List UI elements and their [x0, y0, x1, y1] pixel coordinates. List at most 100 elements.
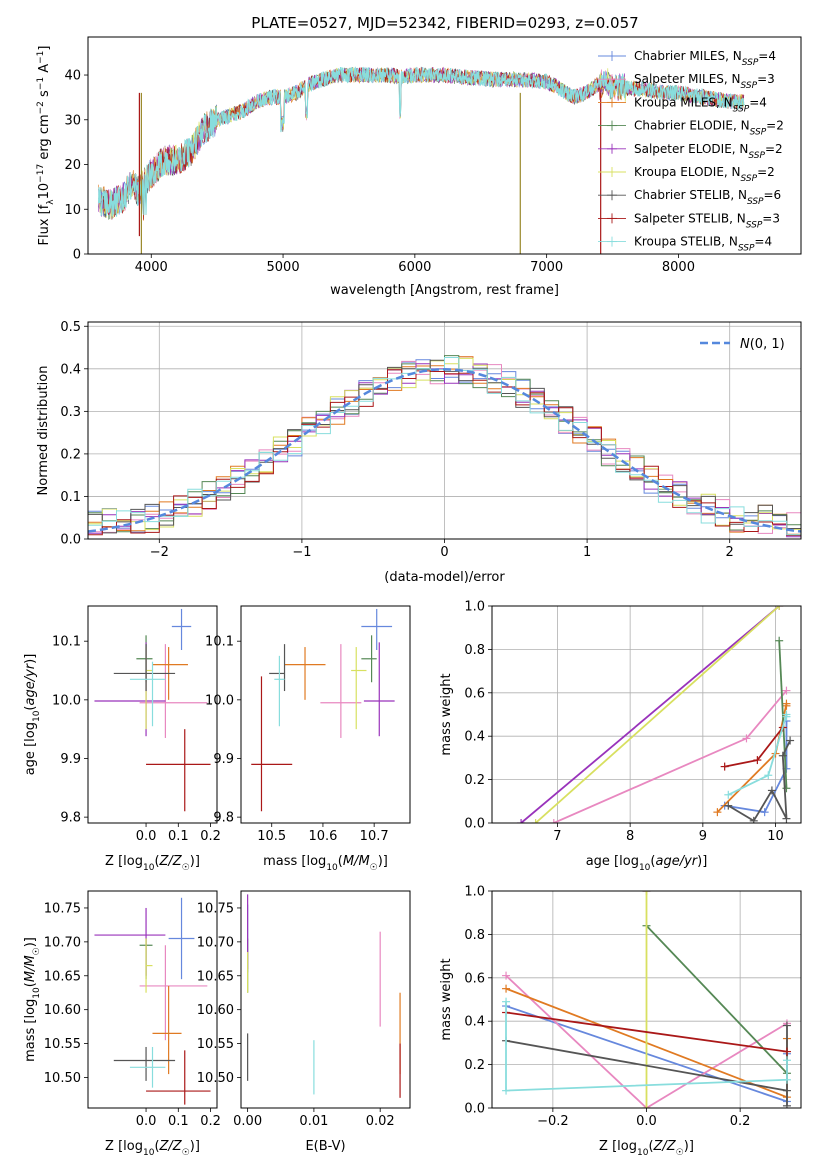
y-tick-label: 40: [64, 69, 81, 84]
legend-label: Salpeter STELIB, NSSP=3: [634, 211, 780, 230]
legend-label: Chabrier MILES, NSSP=4: [634, 49, 776, 68]
y-tick-label: 9.9: [213, 752, 234, 767]
x-tick-label: 0.1: [168, 1114, 189, 1129]
legend-label: Salpeter MILES, NSSP=3: [634, 72, 775, 91]
x-axis-label: (data-model)/error: [384, 570, 505, 585]
axes-frame: [240, 890, 411, 1109]
x-tick-label: 10: [767, 829, 784, 844]
y-tick-label: 0.4: [60, 362, 81, 377]
y-tick-label: 0.1: [60, 490, 81, 505]
residual-histogram: [88, 369, 801, 536]
axes-frame: [87, 321, 802, 540]
x-tick-label: 0.0: [636, 1114, 657, 1129]
legend-label: Kroupa ELODIE, NSSP=2: [634, 165, 775, 184]
legend: Chabrier MILES, NSSP=4 Salpeter MILES, NS…: [598, 49, 784, 254]
mass-weight-line: [520, 606, 780, 823]
x-tick-label: 9: [699, 829, 707, 844]
legend-label: N(0, 1): [740, 337, 785, 352]
x-tick-label: 0.00: [233, 1114, 262, 1129]
x-tick-label: 2: [726, 545, 734, 560]
y-tick-label: 0.4: [464, 730, 485, 745]
y-tick-label: 10: [64, 203, 81, 218]
x-tick-label: 6000: [398, 260, 431, 275]
axes-mass_weight_vs_age: 7 8 9 10 0.0 0.2 0.4 0.6 0.8 1.0 age [log10(age/yr…: [439, 600, 802, 873]
y-tick-label: 9.8: [213, 811, 234, 826]
x-axis-label: Z [log10(Z/Z☉)]: [105, 854, 200, 873]
axes-frame: [491, 605, 802, 824]
x-axis-label: wavelength [Angstrom, rest frame]: [330, 283, 559, 298]
y-tick-label: 30: [64, 113, 81, 128]
y-tick-label: 10.70: [197, 935, 234, 950]
axes-mass_weight_vs_Z: −0.2 0.0 0.2 0.0 0.2 0.4 0.6 0.8 1.0 Z [log10(Z/Z…: [439, 885, 802, 1158]
y-tick-label: 0.5: [60, 320, 81, 335]
x-tick-label: 0.02: [366, 1114, 395, 1129]
y-axis-label: mass weight: [439, 673, 454, 755]
mass-weight-line: [535, 606, 780, 823]
legend-label: Salpeter ELODIE, NSSP=2: [634, 142, 783, 161]
x-tick-label: 0: [440, 545, 448, 560]
x-tick-label: 0.1: [168, 829, 189, 844]
axes-residuals: −2 −1 0 1 2 0.0 0.1 0.2 0.3 0.4 0.5 N(0, 1) (data-mo…: [36, 320, 802, 585]
x-tick-label: −0.2: [537, 1114, 569, 1129]
y-tick-label: 10.50: [44, 1071, 81, 1086]
y-tick-label: 0.6: [464, 686, 485, 701]
y-tick-label: 10.75: [44, 901, 81, 916]
axes-frame: [87, 605, 218, 824]
x-axis-label: E(B-V): [305, 1139, 345, 1154]
x-tick-label: 4000: [135, 260, 168, 275]
y-tick-label: 0.2: [464, 1058, 485, 1073]
x-tick-label: 0.01: [299, 1114, 328, 1129]
y-tick-label: 9.9: [60, 752, 81, 767]
y-tick-label: 10.55: [44, 1037, 81, 1052]
mass-weight-line: [727, 740, 791, 823]
x-axis-label: Z [log10(Z/Z☉)]: [599, 1139, 694, 1158]
y-tick-label: 10.60: [44, 1003, 81, 1018]
y-tick-label: 0.0: [464, 817, 485, 832]
y-tick-label: 0.8: [464, 928, 485, 943]
y-tick-label: 0.0: [60, 533, 81, 548]
x-axis-label: mass [log10(M/M☉)]: [263, 854, 388, 873]
x-tick-label: 1: [583, 545, 591, 560]
axes-frame: [491, 890, 802, 1109]
y-tick-label: 0.4: [464, 1015, 485, 1030]
x-tick-label: 5000: [267, 260, 300, 275]
x-tick-label: 7000: [530, 260, 563, 275]
y-tick-label: 0.3: [60, 405, 81, 420]
legend-label: Chabrier STELIB, NSSP=6: [634, 188, 781, 207]
axes-frame: [240, 605, 411, 824]
y-tick-label: 10.75: [197, 901, 234, 916]
legend-label: Kroupa STELIB, NSSP=4: [634, 235, 772, 254]
mass-weight-line: [505, 1001, 788, 1092]
y-axis-label: Normed distribution: [36, 366, 51, 496]
y-tick-label: 0: [73, 248, 81, 263]
y-tick-label: 0.8: [464, 643, 485, 658]
legend-label: Chabrier ELODIE, NSSP=2: [634, 119, 784, 138]
x-tick-label: 8000: [662, 260, 695, 275]
y-tick-label: 10.70: [44, 935, 81, 950]
x-tick-label: 10.5: [257, 829, 286, 844]
x-tick-label: 7: [553, 829, 561, 844]
x-tick-label: 0.0: [136, 1114, 157, 1129]
y-tick-label: 10.1: [205, 635, 234, 650]
y-tick-label: 0.2: [464, 773, 485, 788]
y-tick-label: 20: [64, 158, 81, 173]
y-tick-label: 9.8: [60, 811, 81, 826]
y-tick-label: 0.2: [60, 447, 81, 462]
x-tick-label: 0.2: [200, 829, 221, 844]
axes-spectrum: 4000 5000 6000 7000 8000 0 10 20 30 40 wavelength …: [36, 36, 802, 298]
x-tick-label: 0.2: [200, 1114, 221, 1129]
y-tick-label: 10.0: [52, 693, 81, 708]
y-axis-label: age [log10(age/yr)]: [23, 654, 42, 776]
y-tick-label: 0.6: [464, 971, 485, 986]
x-tick-label: 10.6: [308, 829, 337, 844]
mass-weight-line: [505, 1011, 788, 1053]
y-tick-label: 10.65: [197, 969, 234, 984]
spectrum-series-line: [97, 66, 745, 217]
x-tick-label: 8: [626, 829, 634, 844]
y-axis-label: mass [log10(M/M☉)]: [23, 937, 42, 1062]
axes-age_vs_Z: 0.0 0.1 0.2 9.8 9.9 10.0 10.1 Z [log10(Z/Z☉)] ag…: [23, 605, 221, 873]
x-tick-label: 10.7: [360, 829, 389, 844]
y-axis-label: Flux [fλ10−17 erg cm−2 s−1 A−1]: [36, 46, 56, 246]
y-tick-label: 10.65: [44, 969, 81, 984]
